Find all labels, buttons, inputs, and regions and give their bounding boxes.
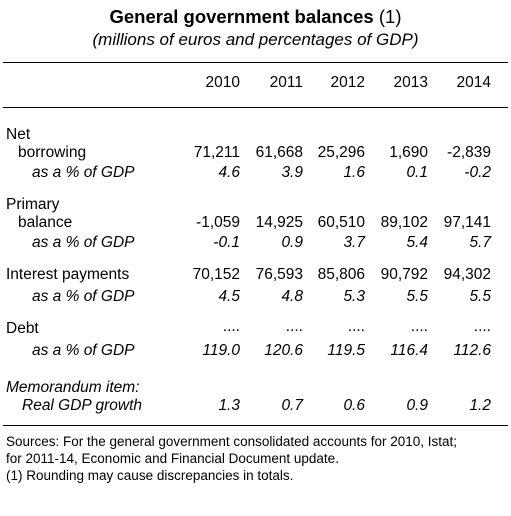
year-header: 2013 — [393, 74, 428, 91]
year-header: 2012 — [330, 74, 365, 91]
row-label: Memorandum item: — [6, 379, 140, 396]
table-cell: 0.9 — [406, 397, 428, 414]
table-cell: 14,925 — [255, 214, 303, 231]
source-line: for 2011-14, Economic and Financial Docu… — [6, 451, 339, 466]
row-label: Net — [6, 126, 31, 143]
table-cell: 0.9 — [281, 234, 303, 251]
table-cell: 97,141 — [443, 214, 491, 231]
table-cell: 1.6 — [343, 164, 365, 181]
table-cell: 5.4 — [406, 234, 428, 251]
table-cell: 0.6 — [343, 397, 365, 414]
table-title: General government balances (1) — [0, 6, 511, 28]
year-header: 2014 — [456, 74, 491, 91]
table-cell: .... — [222, 318, 240, 335]
source-line: (1) Rounding may cause discrepancies in … — [6, 468, 294, 483]
table-subtitle: (millions of euros and percentages of GD… — [92, 30, 419, 49]
table-cell: -0.1 — [213, 234, 240, 251]
table-cell: 0.1 — [406, 164, 428, 181]
row-label: as a % of GDP — [32, 342, 135, 359]
row-label: Interest payments — [6, 266, 130, 283]
table-cell: .... — [410, 318, 428, 335]
table-cell: 4.8 — [281, 288, 303, 305]
row-label: as a % of GDP — [32, 234, 135, 251]
table-cell: 1,690 — [389, 144, 428, 161]
table-cell: 0.7 — [281, 397, 303, 414]
row-label: Debt — [6, 320, 39, 337]
table-cell: 116.4 — [390, 342, 428, 359]
table-cell: 94,302 — [443, 266, 491, 283]
year-header: 2011 — [269, 74, 303, 91]
row-label: Real GDP growth — [22, 397, 143, 414]
table-cell: 90,792 — [380, 266, 428, 283]
table-cell: 4.6 — [218, 164, 240, 181]
table-cell: .... — [347, 318, 365, 335]
table-cell: 76,593 — [255, 266, 303, 283]
table-cell: 71,211 — [193, 144, 240, 161]
year-header: 2010 — [205, 74, 240, 91]
table-cell: 61,668 — [255, 144, 303, 161]
table-cell: 5.7 — [469, 234, 491, 251]
table-cell: 3.7 — [343, 234, 365, 251]
table-cell: 112.6 — [453, 342, 491, 359]
table-cell: 4.5 — [218, 288, 240, 305]
row-label: Primary — [6, 196, 60, 213]
title-text: General government balances — [109, 6, 374, 27]
top-rule — [3, 62, 508, 63]
table-cell: 25,296 — [317, 144, 365, 161]
table-cell: 85,806 — [317, 266, 365, 283]
bottom-rule — [3, 425, 508, 426]
table-cell: 89,102 — [380, 214, 428, 231]
sources-note: Sources: For the general government cons… — [6, 433, 506, 484]
title-note: (1) — [378, 6, 402, 27]
row-label: balance — [18, 214, 73, 231]
table-cell: 60,510 — [317, 214, 365, 231]
table-cell: 1.2 — [469, 397, 491, 414]
table-cell: 119.0 — [202, 342, 240, 359]
table-cell: 1.3 — [218, 397, 240, 414]
row-label: as a % of GDP — [32, 288, 135, 305]
table-cell: -2,839 — [447, 144, 491, 161]
source-line: Sources: For the general government cons… — [6, 434, 458, 449]
table-cell: -0.2 — [464, 164, 491, 181]
table-cell: 5.3 — [343, 288, 365, 305]
table-cell: 5.5 — [469, 288, 491, 305]
table-cell: 120.6 — [264, 342, 303, 359]
table-cell: 5.5 — [406, 288, 428, 305]
row-label: as a % of GDP — [32, 164, 135, 181]
table-cell: .... — [473, 318, 491, 335]
header-rule — [3, 107, 508, 108]
table-cell: .... — [285, 318, 303, 335]
table-cell: 3.9 — [281, 164, 303, 181]
table-cell: 119.5 — [327, 342, 365, 359]
table-cell: -1,059 — [196, 214, 240, 231]
table-cell: 70,152 — [192, 266, 240, 283]
row-label: borrowing — [18, 144, 87, 161]
